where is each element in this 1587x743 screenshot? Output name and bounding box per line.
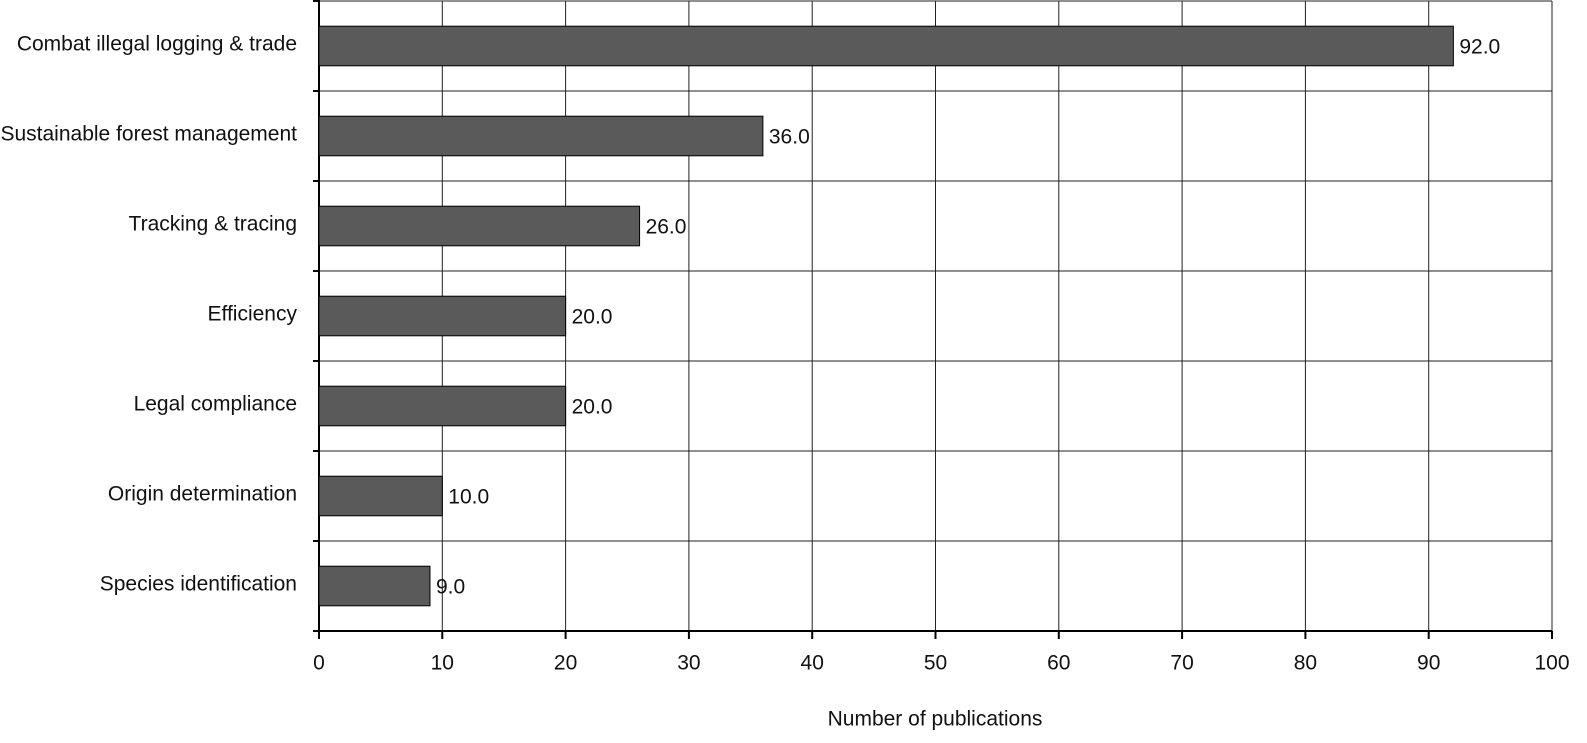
- value-label: 10.0: [448, 486, 489, 509]
- bar: [318, 565, 431, 607]
- x-tick-label: 70: [1170, 652, 1193, 675]
- value-label: 20.0: [572, 306, 613, 329]
- value-label: 26.0: [646, 216, 687, 239]
- bar: [318, 385, 567, 427]
- y-tick-label: Origin determination: [108, 483, 297, 506]
- x-tick-label: 80: [1294, 652, 1317, 675]
- x-tick-label: 0: [313, 652, 325, 675]
- x-tick-label: 50: [924, 652, 947, 675]
- y-tick-label: Species identification: [100, 573, 297, 596]
- bar: [318, 115, 764, 157]
- bar: [318, 205, 641, 247]
- value-label: 92.0: [1459, 36, 1500, 59]
- value-label: 36.0: [769, 126, 810, 149]
- bar: [318, 25, 1454, 67]
- bar: [318, 475, 443, 517]
- bar: [318, 295, 567, 337]
- x-axis-label: Number of publications: [828, 708, 1043, 731]
- y-tick-label: Sustainable forest management: [0, 123, 297, 146]
- y-tick-label: Legal compliance: [134, 393, 297, 416]
- value-label: 9.0: [436, 576, 465, 599]
- x-tick-label: 100: [1534, 652, 1569, 675]
- y-tick-label: Combat illegal logging & trade: [17, 33, 297, 56]
- y-tick-label: Tracking & tracing: [129, 213, 297, 236]
- x-tick-label: 30: [677, 652, 700, 675]
- x-tick-label: 20: [554, 652, 577, 675]
- x-tick-label: 40: [801, 652, 824, 675]
- x-tick-label: 10: [431, 652, 454, 675]
- y-tick-label: Efficiency: [208, 303, 298, 326]
- value-label: 20.0: [572, 396, 613, 419]
- x-tick-label: 60: [1047, 652, 1070, 675]
- x-tick-label: 90: [1417, 652, 1440, 675]
